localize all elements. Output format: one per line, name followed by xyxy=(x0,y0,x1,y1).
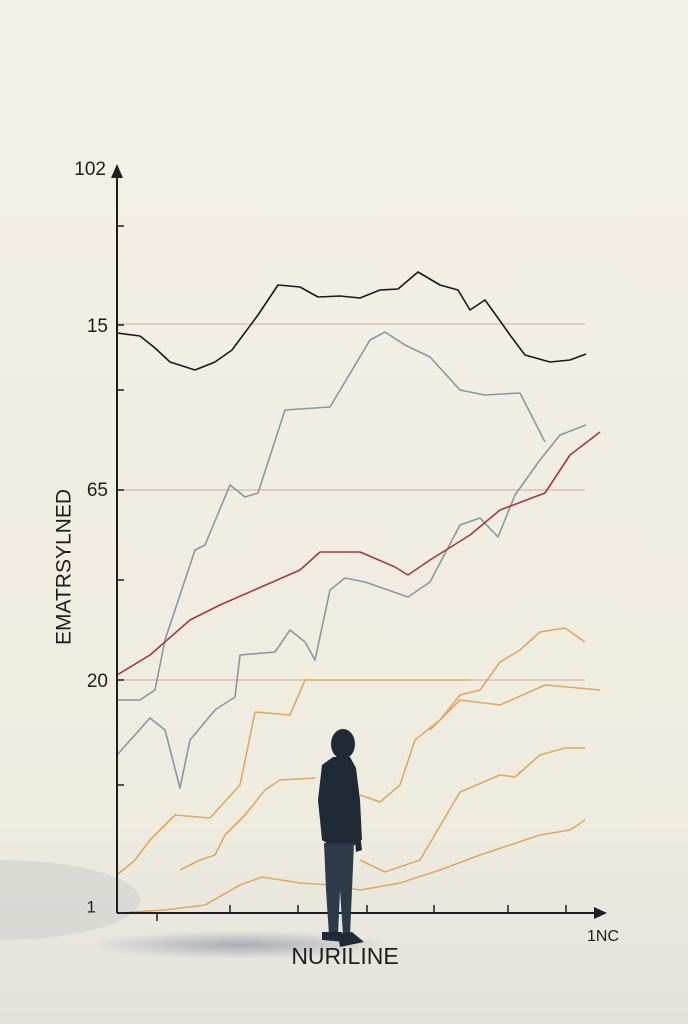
black-line xyxy=(116,271,587,371)
orange-line xyxy=(359,627,586,803)
x-axis-title: NURILINE xyxy=(291,943,398,969)
legs xyxy=(324,843,354,935)
orange-line xyxy=(429,684,601,731)
axes xyxy=(111,164,607,921)
orange-line xyxy=(129,819,586,913)
orange-lines xyxy=(116,627,601,913)
head xyxy=(331,729,355,759)
y-label: 15 xyxy=(87,316,108,337)
gray-line xyxy=(116,424,587,789)
shoes xyxy=(322,932,364,947)
orange-line xyxy=(179,777,316,871)
person xyxy=(318,729,364,947)
y-label: 1 xyxy=(87,897,96,916)
y-axis-title: EMATRSYLNED xyxy=(53,489,76,645)
x-arrow xyxy=(594,907,607,919)
shadow xyxy=(90,931,390,959)
gray-line xyxy=(117,331,546,701)
y-arrow xyxy=(111,164,123,178)
fog xyxy=(0,860,140,940)
arm xyxy=(352,800,362,852)
y-label: 102 xyxy=(74,159,106,180)
torso xyxy=(318,757,362,845)
x-end-label: 1NC xyxy=(587,928,619,945)
y-label: 65 xyxy=(87,480,108,501)
orange-line xyxy=(116,679,470,876)
red-line xyxy=(116,431,601,676)
y-label: 20 xyxy=(87,671,108,692)
orange-line xyxy=(359,747,585,873)
